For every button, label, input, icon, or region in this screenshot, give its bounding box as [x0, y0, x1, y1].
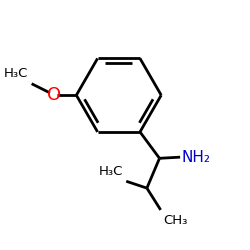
- Text: CH₃: CH₃: [163, 214, 187, 228]
- Text: H₃C: H₃C: [4, 67, 28, 80]
- Text: H₃C: H₃C: [98, 165, 123, 178]
- Text: O: O: [48, 86, 62, 104]
- Text: NH₂: NH₂: [182, 150, 211, 165]
